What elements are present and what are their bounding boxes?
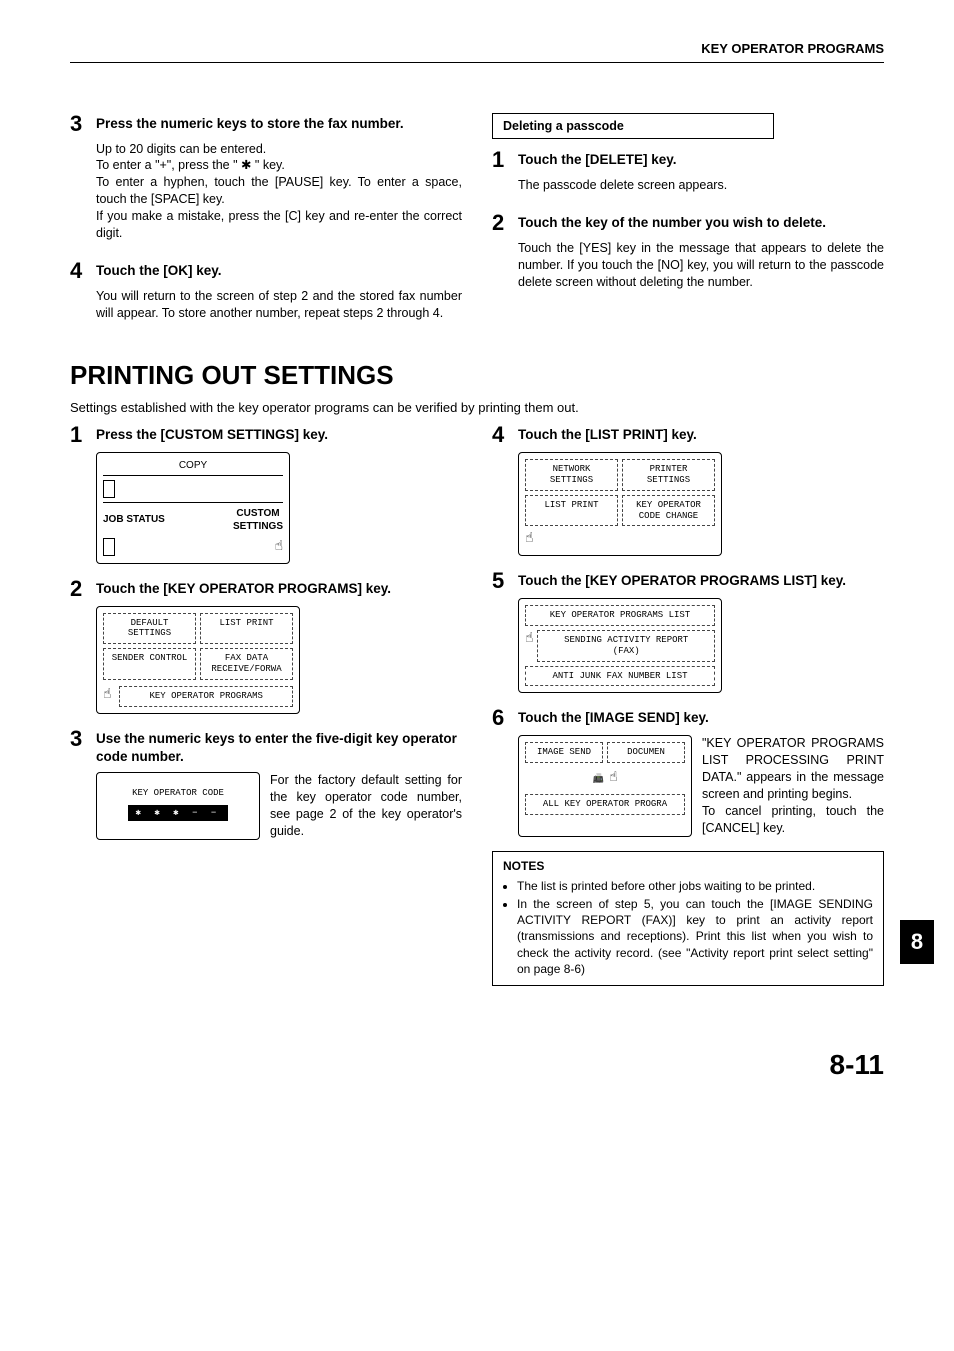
ui-image-send: IMAGE SEND DOCUMEN 📠 ☝ ALL KEY OPERATOR … [518,735,692,836]
step-body: "KEY OPERATOR PROGRAMS LIST PROCESSING P… [702,735,884,836]
ui-btn: KEY OPERATOR CODE CHANGE [622,495,715,527]
ui-btn: PRINTER SETTINGS [622,459,715,491]
del-step2-head: 2 Touch the key of the number you wish t… [492,212,884,234]
step-num: 5 [492,570,510,592]
ui-btn: LIST PRINT [525,495,618,527]
step-body: Touch the [YES] key in the message that … [518,240,884,291]
note-item: In the screen of step 5, you can touch t… [517,896,873,977]
step-num: 4 [70,260,88,282]
ui-label: CUSTOM SETTINGS [233,507,283,534]
step-title: Press the [CUSTOM SETTINGS] key. [96,426,328,446]
step-body: For the factory default setting for the … [270,772,462,840]
chapter-tab: 8 [900,920,934,964]
step-title: Touch the [OK] key. [96,262,222,282]
step-title: Touch the [KEY OPERATOR PROGRAMS LIST] k… [518,572,846,592]
hand-icon: ☝ [103,686,111,707]
step-3-head: 3 Press the numeric keys to store the fa… [70,113,462,135]
section-title: PRINTING OUT SETTINGS [70,358,884,393]
bstep6-head: 6 Touch the [IMAGE SEND] key. [492,707,884,729]
ui-btn: SENDER CONTROL [103,648,196,680]
ui-kop-menu: DEFAULT SETTINGS LIST PRINT SENDER CONTR… [96,606,300,714]
step-num: 1 [70,424,88,446]
hand-icon: ☝ [609,770,617,786]
del-step1-head: 1 Touch the [DELETE] key. [492,149,884,171]
hand-icon: ☝ [275,538,283,557]
step-num: 3 [70,728,88,766]
code-field: ✱ ✱ ✱ − − [128,805,229,821]
note-item: The list is printed before other jobs wa… [517,878,873,894]
ui-btn: DOCUMEN [607,742,685,763]
step-num: 3 [70,113,88,135]
step-title: Touch the key of the number you wish to … [518,214,826,234]
ui-btn: KEY OPERATOR PROGRAMS [119,686,293,707]
step-num: 1 [492,149,510,171]
ui-label: KEY OPERATOR CODE [103,787,253,799]
step-num: 4 [492,424,510,446]
step-title: Touch the [KEY OPERATOR PROGRAMS] key. [96,580,391,600]
step-num: 6 [492,707,510,729]
ui-btn: LIST PRINT [200,613,293,645]
ui-btn: IMAGE SEND [525,742,603,763]
step-body: You will return to the screen of step 2 … [96,288,462,322]
ui-label: JOB STATUS [103,513,165,527]
printer-icon: 📠 [592,774,603,784]
bottom-left-col: 1 Press the [CUSTOM SETTINGS] key. COPY … [70,424,462,986]
ui-kop-list: KEY OPERATOR PROGRAMS LIST ☝ SENDING ACT… [518,598,722,693]
notes-title: NOTES [503,858,873,874]
step-4-head: 4 Touch the [OK] key. [70,260,462,282]
bstep3-head: 3 Use the numeric keys to enter the five… [70,728,462,766]
top-left-col: 3 Press the numeric keys to store the fa… [70,113,462,340]
step-title: Touch the [LIST PRINT] key. [518,426,697,446]
bstep3-body: KEY OPERATOR CODE ✱ ✱ ✱ − − For the fact… [96,772,462,840]
top-columns: 3 Press the numeric keys to store the fa… [70,113,884,340]
bottom-columns: 1 Press the [CUSTOM SETTINGS] key. COPY … [70,424,884,986]
notes-box: NOTES The list is printed before other j… [492,851,884,986]
page-number: 8-11 [70,1046,884,1084]
ui-btn: ANTI JUNK FAX NUMBER LIST [525,666,715,687]
ui-btn: ALL KEY OPERATOR PROGRA [525,794,685,815]
bstep1-head: 1 Press the [CUSTOM SETTINGS] key. [70,424,462,446]
step-title: Touch the [IMAGE SEND] key. [518,709,709,729]
bstep4-head: 4 Touch the [LIST PRINT] key. [492,424,884,446]
bstep2-head: 2 Touch the [KEY OPERATOR PROGRAMS] key. [70,578,462,600]
ui-label: COPY [103,459,283,476]
hand-icon: ☝ [525,531,533,547]
ui-custom-settings: COPY JOB STATUS CUSTOM SETTINGS ☝ [96,452,290,563]
screen-icon [103,480,115,498]
ui-btn: NETWORK SETTINGS [525,459,618,491]
screen-icon [103,538,115,556]
step-body: Up to 20 digits can be entered. To enter… [96,141,462,242]
bottom-right-col: 4 Touch the [LIST PRINT] key. NETWORK SE… [492,424,884,986]
ui-btn: DEFAULT SETTINGS [103,613,196,645]
bstep5-head: 5 Touch the [KEY OPERATOR PROGRAMS LIST]… [492,570,884,592]
box-heading: Deleting a passcode [492,113,774,140]
section-intro: Settings established with the key operat… [70,399,884,417]
step-title: Press the numeric keys to store the fax … [96,115,404,135]
top-right-col: Deleting a passcode 1 Touch the [DELETE]… [492,113,884,340]
ui-code-entry: KEY OPERATOR CODE ✱ ✱ ✱ − − [96,772,260,840]
step-title: Use the numeric keys to enter the five-d… [96,730,462,766]
page-header: KEY OPERATOR PROGRAMS [70,40,884,63]
ui-btn: KEY OPERATOR PROGRAMS LIST [525,605,715,626]
hand-icon: ☝ [525,630,533,662]
step-num: 2 [492,212,510,234]
step-title: Touch the [DELETE] key. [518,151,677,171]
step-num: 2 [70,578,88,600]
step-body: The passcode delete screen appears. [518,177,884,194]
ui-btn: FAX DATA RECEIVE/FORWA [200,648,293,680]
bstep6-body: IMAGE SEND DOCUMEN 📠 ☝ ALL KEY OPERATOR … [518,735,884,836]
ui-btn: SENDING ACTIVITY REPORT (FAX) [537,630,715,662]
ui-list-print: NETWORK SETTINGS PRINTER SETTINGS LIST P… [518,452,722,556]
